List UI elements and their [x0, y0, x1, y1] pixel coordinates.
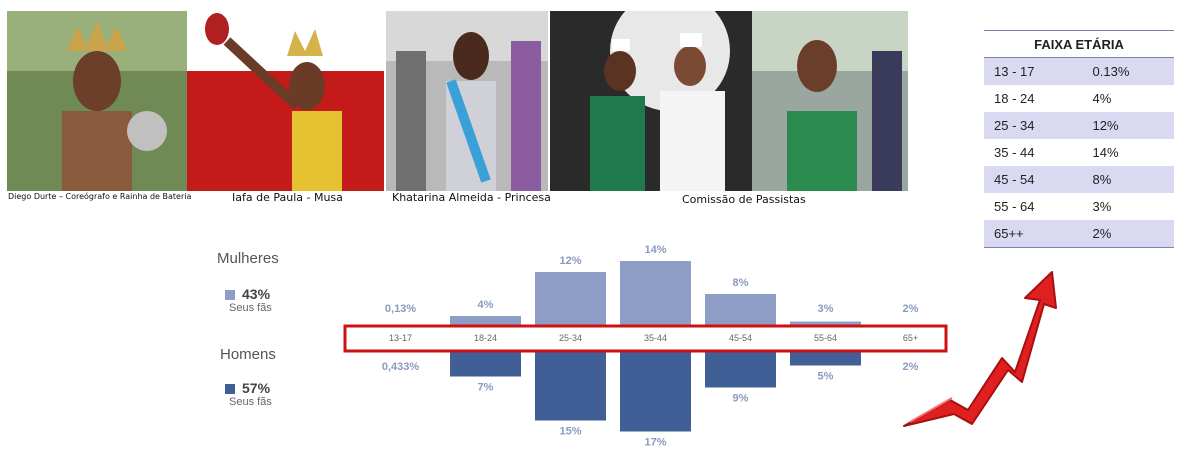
photo-iafa	[187, 11, 384, 191]
data-label-men-35-44: 17%	[644, 437, 666, 449]
legend-men-swatch	[225, 384, 235, 394]
table-row: 35 - 44 14%	[984, 139, 1174, 166]
table-cell-range: 13 - 17	[984, 57, 1083, 85]
data-label-women-35-44: 14%	[644, 244, 666, 256]
table-cell-pct: 12%	[1082, 112, 1174, 139]
photo-caption-khatarina: Khatarina Almeida - Princesa	[392, 191, 551, 204]
table-cell-pct: 8%	[1082, 166, 1174, 193]
table-cell-range: 55 - 64	[994, 199, 1035, 214]
legend-women-swatch	[225, 290, 235, 300]
legend-women-title: Mulheres	[217, 250, 279, 267]
legend-men-title: Homens	[220, 346, 276, 363]
table-row: 25 - 34 12%	[984, 112, 1174, 139]
growth-arrow-icon	[903, 271, 1057, 427]
data-label-women-45-54: 8%	[733, 277, 749, 289]
table-row: 13 - 17 0.13%	[984, 57, 1174, 85]
legend-women-pct: 43%	[242, 286, 271, 302]
photo-passista	[752, 11, 908, 191]
data-label-men-65+: 2%	[903, 361, 919, 373]
age-range-table: FAIXA ETÁRIA 13 - 17 0.13% 18 - 24 4% 25 -…	[984, 30, 1174, 248]
table-cell-pct: 2%	[1082, 220, 1174, 248]
photo-caption-comissao: Comissão de Passistas	[682, 193, 806, 206]
table-row: 45 - 54 8%	[984, 166, 1174, 193]
table-cell-pct: 14%	[1092, 145, 1119, 160]
data-label-women-25-34: 12%	[559, 255, 581, 267]
category-label-45-54: 45-54	[729, 333, 752, 343]
category-label-25-34: 25-34	[559, 333, 582, 343]
photo-diego	[7, 11, 187, 191]
table-cell-pct: 4%	[1092, 91, 1112, 106]
category-label-18-24: 18-24	[474, 333, 497, 343]
table-cell-range: 45 - 54	[984, 166, 1083, 193]
category-label-65+: 65+	[903, 333, 918, 343]
category-label-35-44: 35-44	[644, 333, 667, 343]
photo-caption-diego: Diego Durte – Coreógrafo e Rainha de Bat…	[8, 192, 192, 201]
photo-khatarina	[386, 11, 548, 191]
category-label-55-64: 55-64	[814, 333, 837, 343]
table-cell-pct: 0.13%	[1082, 57, 1174, 85]
table-cell-range: 25 - 34	[984, 112, 1083, 139]
table-row: 55 - 64 3%	[984, 193, 1174, 220]
legend-women-sub: Seus fãs	[229, 302, 272, 314]
data-label-men-25-34: 15%	[559, 426, 581, 438]
table-cell-range: 65++	[984, 220, 1083, 248]
data-label-women-55-64: 3%	[818, 303, 834, 315]
data-label-men-18-24: 7%	[478, 382, 494, 394]
table-row: 18 - 24 4%	[984, 85, 1174, 112]
photo-comissao	[550, 11, 752, 191]
data-label-women-65+: 2%	[903, 303, 919, 315]
data-label-women-13-17: 0,13%	[385, 303, 416, 315]
photo-caption-iafa: Iafa de Paula - Musa	[232, 191, 343, 204]
data-label-men-55-64: 5%	[818, 371, 834, 383]
legend-men-sub: Seus fãs	[229, 396, 272, 408]
legend-men-pct: 57%	[242, 380, 271, 396]
data-label-women-18-24: 4%	[478, 299, 494, 311]
table-row: 65++ 2%	[984, 220, 1174, 248]
table-cell-range: 18 - 24	[994, 91, 1035, 106]
category-highlight-box	[343, 324, 948, 353]
table-cell-range: 35 - 44	[994, 145, 1035, 160]
table-title: FAIXA ETÁRIA	[984, 30, 1174, 58]
category-label-13-17: 13-17	[389, 333, 412, 343]
data-label-men-45-54: 9%	[733, 393, 749, 405]
bar-men-35-44	[620, 338, 691, 432]
data-label-men-13-17: 0,433%	[382, 361, 420, 373]
table-cell-pct: 3%	[1092, 199, 1112, 214]
